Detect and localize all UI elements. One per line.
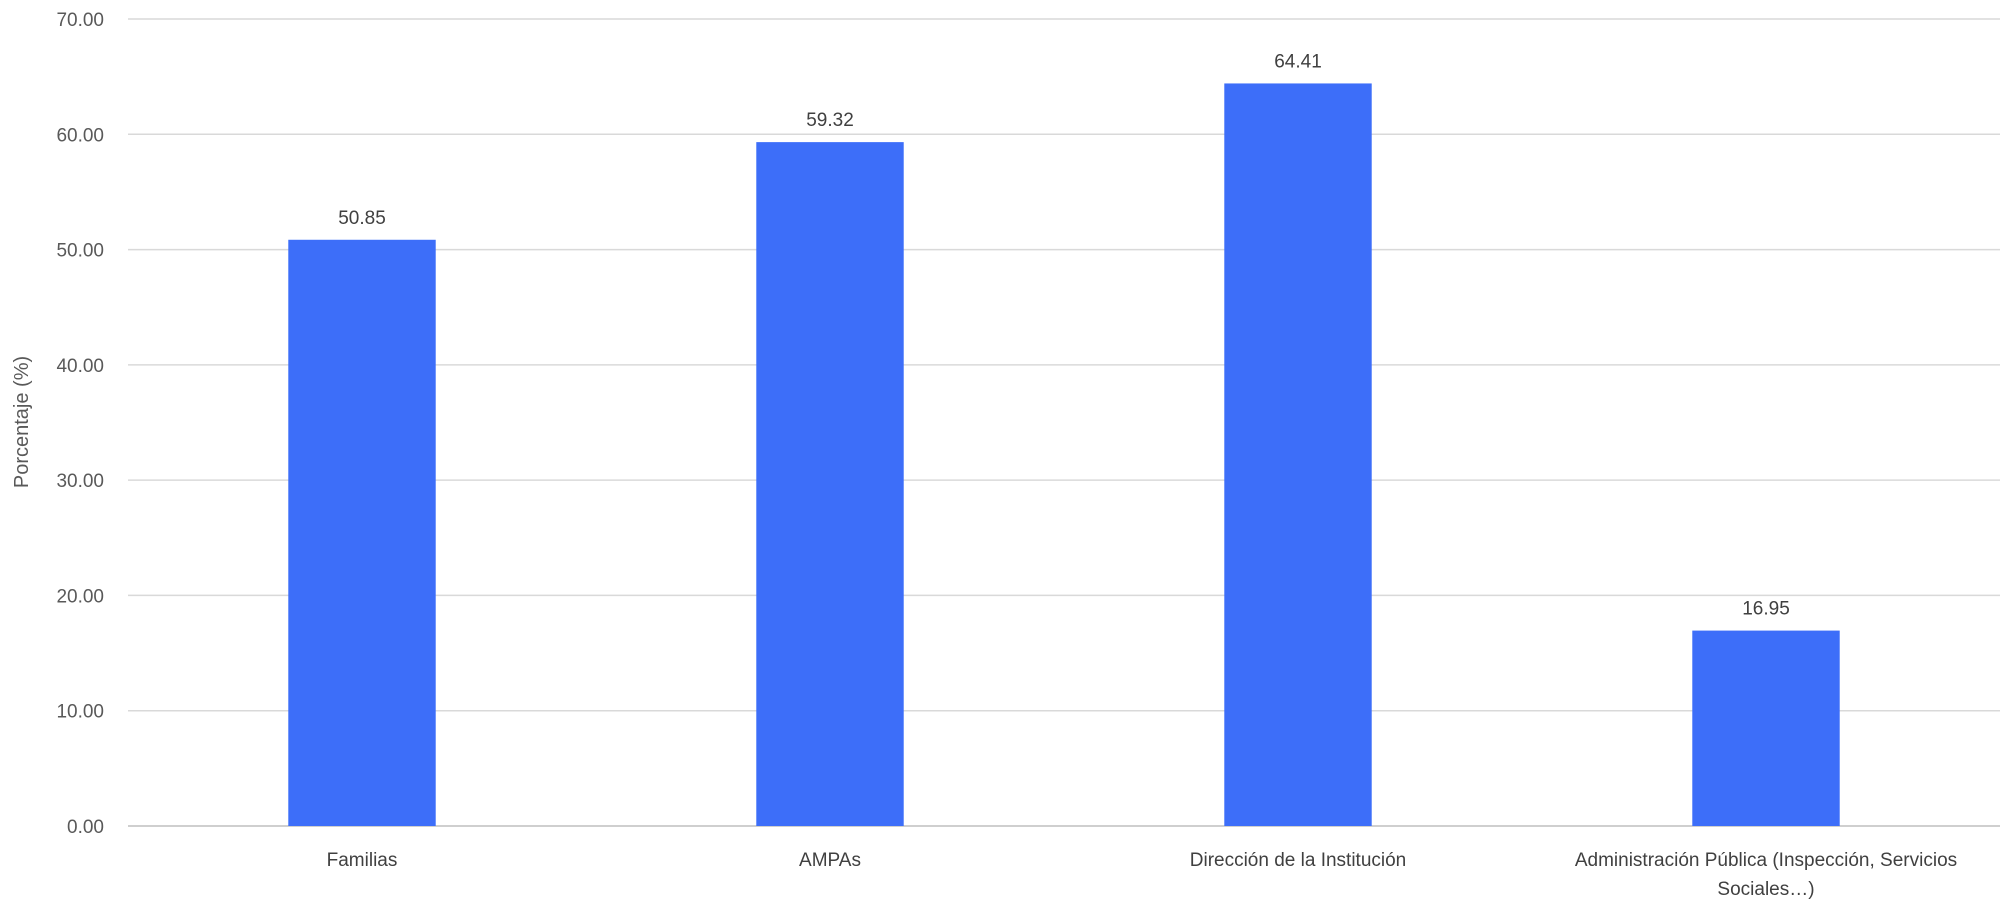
y-axis-tick-labels: 0.00 10.00 20.00 30.00 40.00 50.00 60.00 70.00 (56, 10, 104, 838)
y-tick-label: 40.00 (56, 356, 104, 377)
x-category-label: Familias (327, 850, 398, 871)
data-labels: 50.85 59.32 64.41 16.95 (338, 51, 1790, 619)
data-label: 59.32 (806, 110, 854, 131)
x-axis-category-labels: Familias AMPAs Dirección de la Institución… (327, 850, 1958, 899)
x-category-label: Administración Pública (Inspección, Serv… (1575, 850, 1957, 899)
y-tick-label: 70.00 (56, 10, 104, 31)
data-label: 64.41 (1274, 51, 1322, 72)
bar (1692, 630, 1840, 826)
data-label: 50.85 (338, 208, 386, 229)
bar (1224, 83, 1372, 827)
x-category-label: AMPAs (799, 850, 861, 871)
y-tick-label: 0.00 (67, 817, 104, 838)
bars (288, 83, 1840, 827)
x-category-label: Dirección de la Institución (1190, 850, 1407, 871)
y-axis-title: Porcentaje (%) (11, 356, 33, 488)
y-tick-label: 60.00 (56, 125, 104, 146)
y-tick-label: 10.00 (56, 702, 104, 723)
gridlines (128, 18, 2000, 827)
data-label: 16.95 (1742, 599, 1790, 620)
y-tick-label: 50.00 (56, 241, 104, 262)
y-tick-label: 30.00 (56, 471, 104, 492)
bar (288, 239, 436, 826)
y-tick-label: 20.00 (56, 586, 104, 607)
bar (756, 142, 904, 827)
